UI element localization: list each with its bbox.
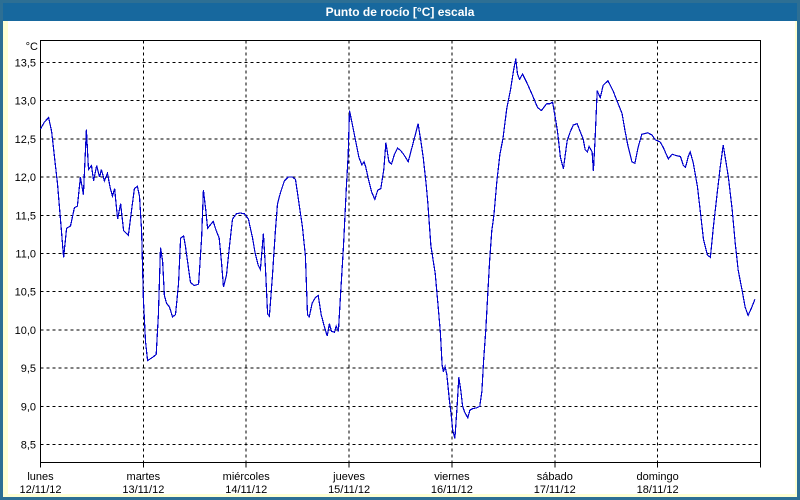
dewpoint-line <box>39 58 756 439</box>
day-name-label: domingo <box>637 471 679 483</box>
y-tick-label: 8,5 <box>21 440 36 452</box>
y-tick-label: 9,0 <box>21 401 36 413</box>
day-date-label: 12/11/12 <box>19 484 61 496</box>
day-date-label: 15/11/12 <box>328 484 370 496</box>
y-tick-label: 13,0 <box>15 96 36 108</box>
day-name-label: jueves <box>332 471 365 483</box>
day-date-label: 13/11/12 <box>122 484 164 496</box>
y-tick-label: 13,5 <box>15 58 36 70</box>
y-tick-label: 10,5 <box>15 287 36 299</box>
day-name-label: sábado <box>537 471 573 483</box>
day-date-label: 14/11/12 <box>225 484 267 496</box>
y-tick-label: 11,5 <box>15 210 36 222</box>
plot-border <box>40 40 761 463</box>
window-title: Punto de rocío [°C] escala <box>325 5 475 19</box>
chart-panel <box>8 21 795 494</box>
day-date-label: 18/11/12 <box>637 484 679 496</box>
y-tick-label: 12,0 <box>15 172 36 184</box>
day-date-label: 16/11/12 <box>431 484 473 496</box>
y-tick-label: 11,0 <box>15 249 36 261</box>
day-date-label: 17/11/12 <box>534 484 576 496</box>
day-name-label: martes <box>127 471 161 483</box>
y-tick-label: 10,0 <box>15 325 36 337</box>
day-name-label: lunes <box>27 471 54 483</box>
y-axis-unit-label: °C <box>26 41 38 53</box>
day-name-label: viernes <box>434 471 470 483</box>
day-name-label: miércoles <box>223 471 271 483</box>
y-tick-label: 9,5 <box>21 363 36 375</box>
y-tick-label: 12,5 <box>15 134 36 146</box>
window-title-bar: Punto de rocío [°C] escala <box>3 3 797 21</box>
